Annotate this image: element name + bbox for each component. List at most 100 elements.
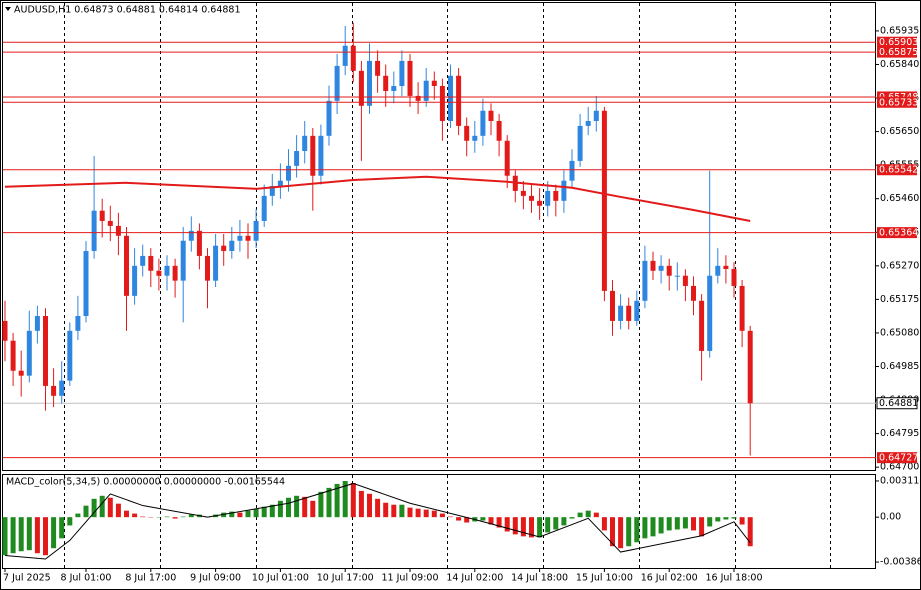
macd-bar (310, 500, 316, 518)
candle-body (205, 255, 210, 281)
moving-average (4, 175, 751, 222)
candle-body (326, 100, 332, 136)
macd-bar (739, 517, 745, 525)
y-tick-label: 0.65650 (880, 126, 919, 137)
macd-bar (480, 517, 486, 521)
candle-body (529, 195, 534, 201)
candle-body (666, 265, 672, 276)
y-tick-label: 0.65840 (880, 59, 919, 70)
candle-body (504, 140, 510, 176)
macd-bar (277, 500, 283, 518)
macd-bar (593, 512, 599, 518)
macd-bar (529, 517, 534, 538)
candle-body (164, 265, 170, 276)
candle-body (75, 315, 81, 331)
macd-bar (537, 517, 543, 538)
candle-body (132, 265, 138, 296)
y-tick-label: 0.65080 (880, 327, 919, 338)
macd-bar (618, 517, 624, 549)
candle-body (472, 135, 478, 141)
macd-bar (496, 517, 502, 528)
macd-bar (634, 517, 640, 543)
candle-body (601, 110, 607, 291)
x-tick-label: 7 Jul 2025 (3, 573, 51, 584)
candle-body (10, 340, 16, 371)
candle-body (253, 220, 259, 241)
macd-bar (10, 517, 16, 554)
candle-body (375, 60, 381, 76)
candle-body (642, 260, 648, 301)
current-price-box (876, 397, 918, 410)
candle-body (294, 151, 300, 166)
candle-body (545, 190, 551, 206)
macd-bar (286, 497, 291, 518)
macd-bar (132, 513, 138, 518)
macd-bar (691, 517, 696, 531)
macd-bar (18, 517, 24, 552)
macd-bar (269, 504, 275, 518)
macd-bar (585, 510, 591, 518)
y-tick-label: -0.0038624 (880, 557, 921, 568)
level-label: 0.65903 (879, 37, 918, 48)
candle-body (59, 380, 65, 396)
macd-bar (358, 490, 364, 518)
macd-bar (512, 517, 518, 535)
candle-body (674, 275, 680, 277)
candle-body (715, 265, 721, 276)
candle-body (407, 60, 413, 96)
candle-body (221, 245, 227, 251)
y-tick-label: 0.0031163 (880, 475, 921, 486)
macd-bar (553, 517, 559, 530)
candle-body (107, 220, 113, 226)
y-tick-label: 0.64700 (880, 462, 919, 473)
macd-bar (723, 517, 729, 520)
macd-bar (43, 517, 48, 556)
candle-body (91, 210, 97, 251)
x-tick-label: 14 Jul 02:00 (446, 573, 503, 584)
candle-body (358, 70, 364, 106)
macd-bar (439, 513, 445, 518)
macd-bar (342, 481, 348, 518)
candle-body (156, 270, 162, 276)
macd-bar (448, 516, 453, 518)
candle-body (196, 230, 202, 256)
macd-bar (674, 517, 680, 530)
candle-body (229, 240, 235, 251)
candle-body (286, 165, 291, 181)
macd-bar (294, 495, 300, 518)
macd-bar (318, 491, 324, 518)
macd-bar (326, 487, 332, 518)
candle-body (739, 285, 745, 331)
macd-bar (699, 517, 705, 537)
x-tick-label: 10 Jul 17:00 (317, 573, 374, 584)
chart-title: AUDUSD,H1 0.64873 0.64881 0.64814 0.6488… (14, 5, 241, 16)
macd-bar (188, 514, 194, 518)
y-tick-label: 0.65460 (880, 193, 919, 204)
candle-body (383, 75, 389, 91)
macd-bar (577, 512, 583, 518)
macd-bar (115, 503, 121, 518)
y-tick-label: 0.65935 (880, 25, 919, 36)
x-tick-label: 15 Jul 10:00 (576, 573, 633, 584)
level-label-box (877, 36, 917, 48)
macd-bar (650, 517, 656, 537)
candle-body (439, 86, 445, 121)
x-tick-label: 8 Jul 17:00 (125, 573, 176, 584)
candle-body (172, 265, 178, 281)
candle-body (277, 180, 283, 186)
candle-body (488, 110, 494, 121)
macd-bar (302, 496, 308, 518)
candle-body (148, 255, 154, 271)
macd-bar (237, 512, 243, 518)
macd-bar (464, 517, 470, 523)
macd-bar (707, 517, 713, 527)
macd-bar (172, 517, 178, 519)
candle-body (34, 315, 40, 331)
candle-body (67, 330, 73, 381)
candle-body (593, 110, 599, 121)
menu-arrow[interactable] (5, 7, 11, 11)
macd-title: MACD_color(5,34,5) 0.00000000 0.00000000… (6, 477, 285, 488)
candle-body (658, 265, 664, 271)
level-label-box (877, 46, 917, 58)
y-tick-label: 0.00 (880, 512, 901, 523)
